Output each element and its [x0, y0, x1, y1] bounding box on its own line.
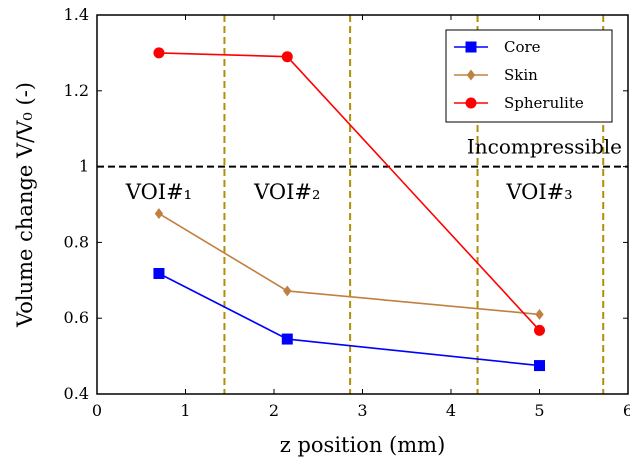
- series-spherulite: [153, 47, 545, 336]
- legend: Core Skin Spherulite: [445, 29, 613, 123]
- data-point: [154, 208, 164, 220]
- region-labels: VOI#₁ VOI#₂ VOI#₃: [125, 180, 573, 204]
- series-skin: [154, 208, 544, 320]
- y-tick-label: 1.4: [64, 5, 89, 24]
- series-core: [153, 267, 545, 372]
- legend-item: Spherulite: [454, 94, 584, 112]
- data-point: [535, 308, 544, 320]
- y-tick-label: 1.2: [64, 81, 89, 100]
- incompressible-label: Incompressible: [467, 135, 622, 159]
- tick-labels: 0 1 2 3 4 5 6 0.4 0.6 0.8 1 1.2 1.4: [64, 5, 630, 420]
- x-tick-label: 1: [180, 401, 190, 420]
- data-point: [281, 333, 293, 345]
- y-tick-label: 0.8: [64, 232, 89, 251]
- region-label: VOI#₁: [125, 180, 192, 204]
- y-tick-label: 0.6: [64, 308, 89, 327]
- legend-marker: [465, 97, 477, 109]
- x-tick-label: 3: [357, 401, 367, 420]
- data-point: [534, 360, 545, 372]
- x-tick-label: 4: [446, 401, 456, 420]
- legend-label: Core: [504, 38, 541, 56]
- data-point: [281, 51, 293, 63]
- legend-item: Skin: [454, 66, 538, 84]
- legend-marker: [465, 41, 477, 53]
- data-point: [153, 267, 165, 279]
- legend-item: Core: [454, 38, 541, 56]
- legend-label: Skin: [504, 66, 538, 84]
- y-tick-label: 0.4: [64, 384, 89, 403]
- legend-items: Core Skin Spherulite: [454, 38, 584, 112]
- region-label: VOI#₂: [253, 180, 320, 204]
- region-label: VOI#₃: [505, 180, 572, 204]
- y-tick-label: 1: [79, 157, 89, 176]
- data-point: [534, 324, 545, 336]
- axis-ticks: [96, 14, 629, 395]
- x-axis-title: z position (mm): [280, 433, 446, 457]
- region-lines: [223, 15, 605, 394]
- x-tick-label: 6: [623, 401, 630, 420]
- data-point: [283, 285, 292, 297]
- data-point: [153, 47, 165, 59]
- legend-marker: [466, 69, 476, 81]
- legend-label: Spherulite: [504, 94, 584, 112]
- x-tick-label: 2: [269, 401, 279, 420]
- series-group: [153, 47, 545, 372]
- y-axis-title: Volume change V/V₀ (-): [13, 82, 37, 328]
- x-tick-label: 5: [534, 401, 544, 420]
- x-tick-label: 0: [92, 401, 102, 420]
